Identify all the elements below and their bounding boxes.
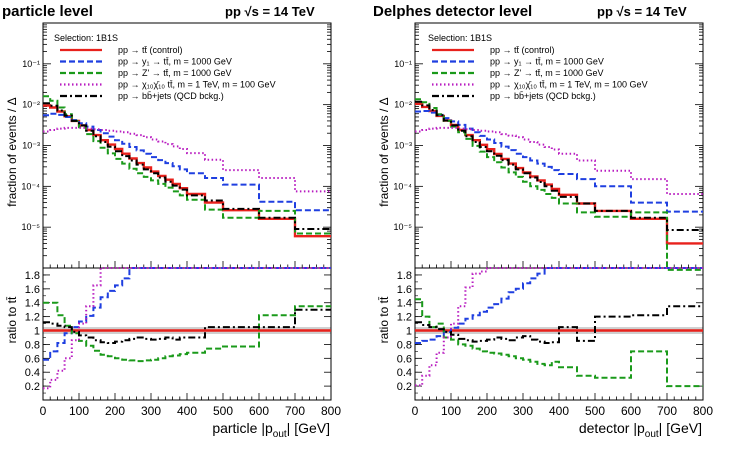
x-tick-label: 500 (585, 404, 605, 418)
ratio-plot: 0.2 0.4 0.6 0.81 1.2 1.4 1.6 1.8 0 100 200 300 400 50… (25, 267, 341, 418)
y-tick-label: 10⁻¹ (394, 59, 412, 69)
series-line-4 (415, 126, 703, 195)
ratio-line-3 (415, 298, 703, 388)
series-line-3 (43, 95, 331, 235)
series-line-5 (43, 102, 331, 230)
x-tick-label: 700 (285, 404, 305, 418)
x-tick-label: 600 (249, 404, 269, 418)
ratio-tick-label: 0.8 (25, 339, 40, 351)
ratio-tick-label: 1.4 (25, 298, 40, 310)
x-axis-label: detector |pout| [GeV] (579, 420, 702, 440)
legend-label: pp → bb̄+jets (QCD bckg.) (490, 91, 596, 101)
x-tick-label: 700 (657, 404, 677, 418)
ratio-line-2 (415, 267, 703, 344)
energy-label: pp √s = 14 TeV (597, 4, 687, 19)
legend-label: pp → y₁ → tt̄, m = 1000 GeV (490, 57, 604, 67)
ratio-tick-label: 0.6 (25, 353, 40, 365)
y-tick-label: 10⁻⁴ (393, 181, 412, 191)
y-axis-label-bottom: ratio to tt̄ (377, 296, 391, 343)
ratio-tick-label: 0.8 (397, 339, 412, 351)
y-tick-label: 10⁻² (394, 100, 412, 110)
ratio-tick-label: 1.2 (397, 312, 412, 324)
ratio-tick-label: 1.6 (397, 284, 412, 296)
x-tick-label: 100 (69, 404, 89, 418)
ratio-tick-label: 0.6 (397, 353, 412, 365)
series-line-4 (43, 126, 331, 193)
y-tick-label: 10⁻⁴ (21, 181, 40, 191)
x-tick-label: 500 (213, 404, 233, 418)
x-tick-label: 300 (141, 404, 161, 418)
legend-label: pp → bb̄+jets (QCD bckg.) (118, 91, 224, 101)
distribution-plot: 10⁻⁵ 10⁻⁴ 10⁻³ 10⁻² 10⁻¹ (21, 22, 332, 269)
panel-title: particle level (2, 3, 93, 20)
x-tick-label: 300 (513, 404, 533, 418)
left-panel: particle level pp √s = 14 TeV Selection:… (2, 3, 341, 440)
legend: pp → tt̄ (control) pp → y₁ → tt̄, m = 100… (60, 45, 276, 101)
ratio-tick-label: 0.4 (397, 367, 412, 379)
x-tick-label: 400 (549, 404, 569, 418)
right-panel: Delphes detector level pp √s = 14 TeV Se… (373, 3, 713, 440)
legend-label: pp → tt̄ (control) (490, 45, 555, 55)
ratio-tick-label: 0.4 (25, 367, 40, 379)
y-tick-label: 10⁻⁵ (394, 222, 413, 232)
x-tick-label: 800 (693, 404, 713, 418)
legend-label: pp → y₁ → tt̄, m = 1000 GeV (118, 57, 232, 67)
energy-label: pp √s = 14 TeV (225, 4, 315, 19)
ratio-tick-label: 1.8 (25, 270, 40, 282)
x-tick-label: 200 (477, 404, 497, 418)
y-tick-label: 10⁻³ (394, 141, 412, 151)
legend-label: pp → χ₁₀χ̄₁₀ tt̄, m = 1 TeV, m = 100 GeV (490, 80, 648, 90)
ratio-tick-label: 1.6 (25, 284, 40, 296)
y-tick-label: 10⁻² (22, 100, 40, 110)
x-tick-label: 200 (105, 404, 125, 418)
ratio-tick-label: 0.2 (25, 381, 40, 393)
ratio-line-2 (43, 267, 331, 361)
series-line-2 (415, 110, 703, 213)
series-line-3 (415, 98, 703, 271)
x-tick-label: 100 (441, 404, 461, 418)
series-line-5 (415, 100, 703, 231)
x-axis-label: particle |pout| [GeV] (212, 420, 330, 440)
x-tick-label: 800 (321, 404, 341, 418)
legend-label: pp → χ₁₀χ̄₁₀ tt̄, m = 1 TeV, m = 100 GeV (118, 80, 276, 90)
legend: pp → tt̄ (control) pp → y₁ → tt̄, m = 100… (432, 45, 648, 101)
ratio-tick-label: 1.8 (397, 270, 412, 282)
x-tick-label: 400 (177, 404, 197, 418)
legend-label: pp → tt̄ (control) (118, 45, 183, 55)
ratio-line-4 (43, 267, 331, 390)
y-axis-label-top: fraction of events / Δ (5, 97, 19, 206)
ratio-tick-label: 1.2 (25, 312, 40, 324)
legend-label: pp → Z' → tt̄, m = 1000 GeV (118, 68, 232, 78)
ratio-plot: 0.2 0.4 0.6 0.81 1.2 1.4 1.6 1.8 0 100 200 300 400 50… (397, 267, 713, 418)
x-tick-label: 600 (621, 404, 641, 418)
ratio-tick-label: 1.4 (397, 298, 412, 310)
selection-label: Selection: 1B1S (54, 33, 118, 43)
ratio-line-5 (43, 308, 331, 344)
ratio-line-4 (415, 267, 703, 387)
x-tick-label: 0 (40, 404, 47, 418)
ratio-tick-label: 0.2 (397, 381, 412, 393)
ratio-tick-label: 1 (406, 326, 412, 338)
panel-title: Delphes detector level (373, 3, 532, 20)
ratio-line-5 (415, 305, 703, 344)
y-tick-label: 10⁻³ (22, 141, 40, 151)
y-axis-label-bottom: ratio to tt̄ (5, 296, 19, 343)
selection-label: Selection: 1B1S (428, 33, 492, 43)
y-tick-label: 10⁻⁵ (22, 222, 41, 232)
legend-label: pp → Z' → tt̄, m = 1000 GeV (490, 68, 604, 78)
x-tick-label: 0 (412, 404, 419, 418)
y-axis-label-top: fraction of events / Δ (377, 97, 391, 206)
ratio-tick-label: 1 (34, 326, 40, 338)
y-tick-label: 10⁻¹ (22, 59, 40, 69)
